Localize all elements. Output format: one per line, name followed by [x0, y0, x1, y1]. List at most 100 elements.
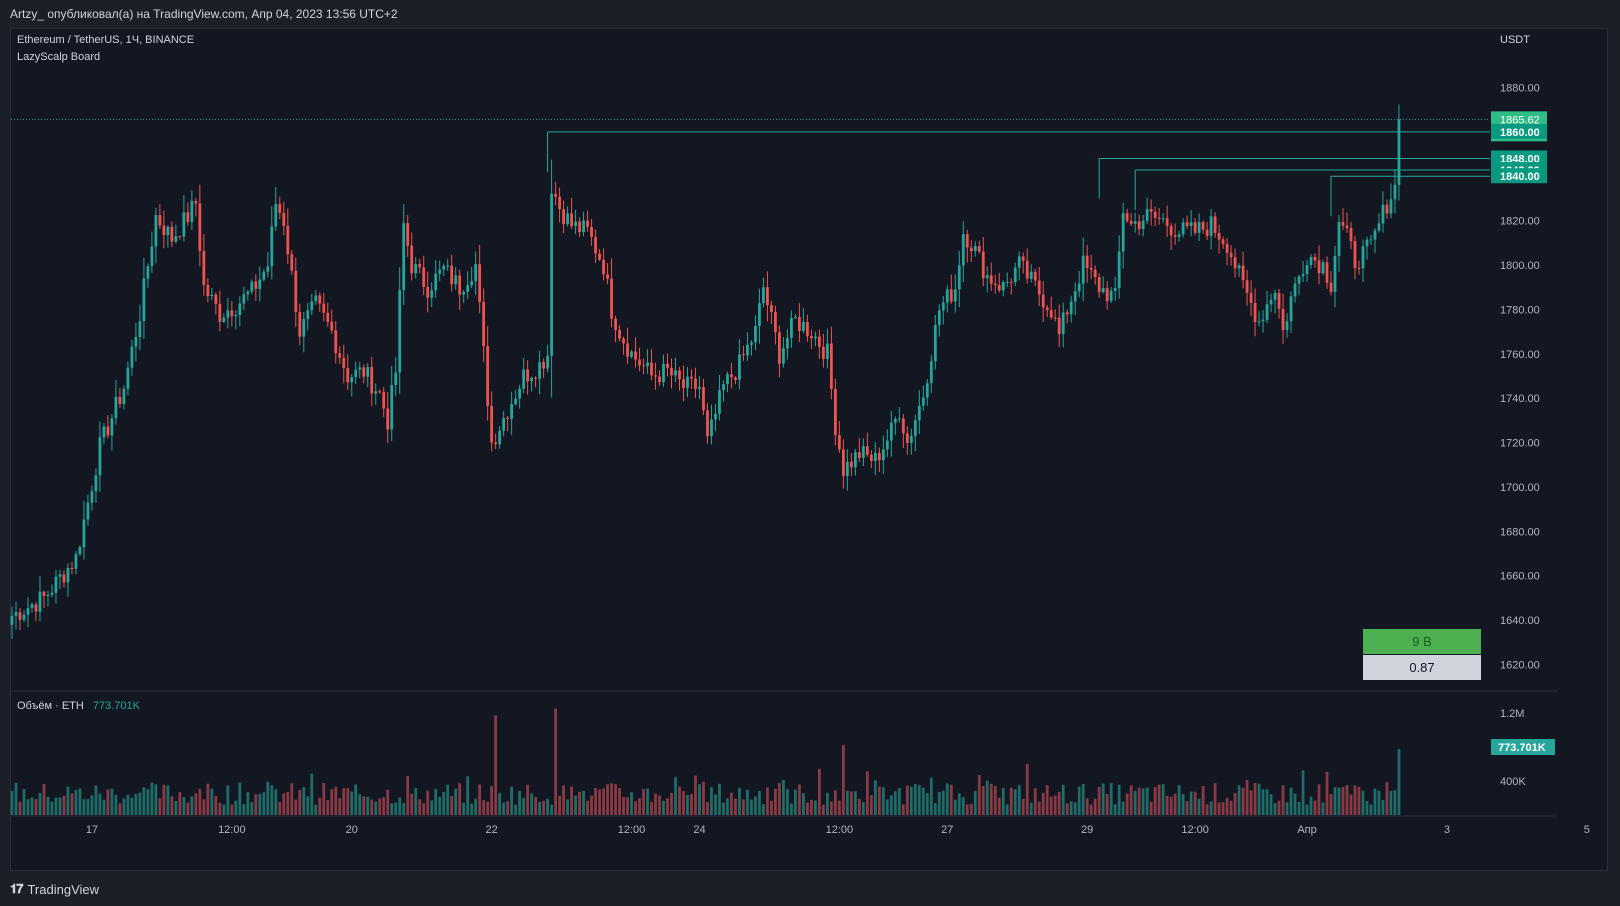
- volume-bar: [382, 797, 386, 815]
- candle-body: [690, 376, 693, 379]
- candle-body: [378, 391, 382, 393]
- candle: [594, 229, 597, 264]
- volume-bar: [829, 801, 833, 815]
- volume-bar: [794, 789, 797, 815]
- candle: [1217, 224, 1221, 254]
- candle: [22, 610, 26, 623]
- candle-body: [10, 615, 14, 625]
- currency-label[interactable]: USDT: [1500, 34, 1530, 46]
- candle-body: [1121, 213, 1125, 252]
- candle: [414, 257, 418, 279]
- symbol-legend[interactable]: Ethereum / TetherUS, 1Ч, BINANCE: [17, 34, 195, 46]
- candle: [1385, 199, 1389, 219]
- volume-legend[interactable]: Объём · ETH 773.701K: [17, 700, 140, 712]
- candle-body: [42, 591, 46, 596]
- volume-bar: [1137, 787, 1141, 815]
- candle: [218, 290, 222, 332]
- candle-body: [174, 236, 178, 242]
- volume-bar: [1229, 800, 1233, 815]
- tradingview-logo[interactable]: 𝟏𝟕 TradingView: [10, 881, 99, 897]
- candle-body: [618, 330, 621, 339]
- volume-bar: [582, 790, 585, 815]
- candle: [566, 206, 569, 227]
- chart-frame[interactable]: [10, 28, 1608, 871]
- volume-bar: [798, 784, 801, 815]
- volume-bar: [570, 786, 573, 815]
- candle: [430, 282, 434, 308]
- volume-bar: [742, 799, 745, 815]
- candle-body: [941, 302, 945, 311]
- candle-body: [410, 245, 414, 274]
- candle-body: [1397, 119, 1401, 185]
- volume-bar: [502, 802, 506, 815]
- candle: [286, 208, 290, 264]
- candle-body: [1197, 221, 1201, 233]
- candle-body: [893, 418, 897, 423]
- candle: [1301, 260, 1305, 283]
- candle-body: [302, 319, 306, 337]
- candle: [666, 353, 669, 377]
- candle: [714, 403, 717, 432]
- candle-body: [686, 376, 689, 388]
- volume-bar: [790, 803, 793, 815]
- volume-bar: [410, 793, 414, 815]
- volume-bar: [526, 784, 530, 815]
- candle-body: [606, 274, 609, 279]
- candle-body: [350, 377, 354, 383]
- volume-bar: [905, 785, 909, 815]
- volume-bar: [1297, 801, 1301, 815]
- candle-body: [1277, 292, 1281, 309]
- candle-body: [442, 265, 446, 270]
- candle: [1113, 276, 1117, 301]
- volume-bar: [1065, 803, 1069, 815]
- volume-bar: [430, 800, 434, 815]
- candle: [138, 304, 142, 351]
- volume-bar: [198, 788, 202, 815]
- candle-body: [346, 368, 350, 383]
- candle: [294, 257, 298, 328]
- candle-body: [953, 289, 957, 302]
- candle: [905, 426, 909, 455]
- candle: [78, 545, 82, 557]
- candle: [1293, 277, 1297, 303]
- candle-body: [1257, 321, 1261, 323]
- volume-bar: [921, 787, 925, 815]
- candle: [925, 378, 929, 406]
- volume-bar: [1269, 794, 1273, 815]
- candle: [210, 288, 214, 301]
- candle-body: [198, 203, 202, 251]
- candle: [386, 392, 390, 444]
- candle-body: [330, 321, 334, 331]
- candle: [1357, 260, 1361, 275]
- candle-body: [853, 452, 857, 468]
- candle-body: [1353, 241, 1357, 268]
- volume-bar: [1081, 783, 1085, 815]
- candle: [234, 309, 238, 330]
- candle: [1309, 254, 1313, 269]
- candle-body: [1341, 222, 1345, 226]
- candle: [450, 254, 454, 292]
- price-tick-label: 1620.00: [1500, 660, 1540, 672]
- candle-body: [414, 264, 418, 274]
- candle-body: [226, 310, 230, 318]
- volume-bar: [442, 792, 446, 815]
- candle: [334, 321, 338, 364]
- candle-body: [218, 303, 222, 322]
- candle: [1185, 215, 1189, 230]
- volume-bar: [350, 791, 354, 815]
- price-tick-label: 1660.00: [1500, 571, 1540, 583]
- candle-body: [981, 251, 985, 279]
- volume-bar: [969, 803, 973, 815]
- volume-bar: [897, 788, 901, 815]
- candle: [1353, 235, 1357, 280]
- volume-bar: [1117, 784, 1121, 815]
- candle: [378, 389, 382, 395]
- volume-bar: [554, 708, 557, 815]
- indicator-legend[interactable]: LazyScalp Board: [17, 51, 101, 63]
- candle: [897, 406, 901, 423]
- candle-body: [1097, 277, 1101, 293]
- candle: [821, 333, 825, 368]
- candle: [486, 326, 490, 421]
- time-tick-label: 27: [941, 824, 953, 836]
